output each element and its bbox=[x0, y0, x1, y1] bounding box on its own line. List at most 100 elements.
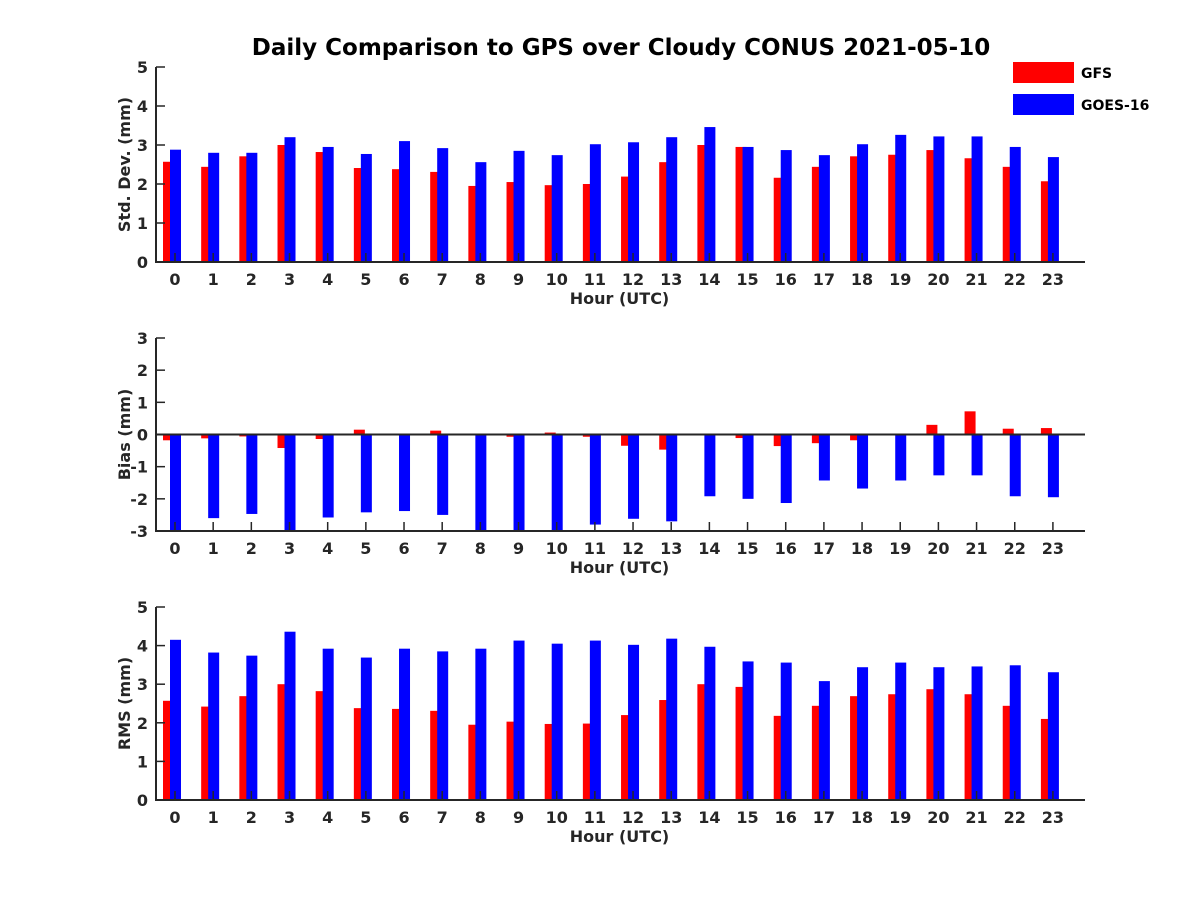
bar-goes-16-hour-6 bbox=[399, 648, 411, 800]
x-tick-label: 12 bbox=[622, 539, 644, 558]
x-tick-label: 2 bbox=[246, 539, 257, 558]
bar-goes-16-hour-13 bbox=[666, 434, 678, 522]
y-tick-label: 5 bbox=[137, 58, 148, 77]
bar-goes-16-hour-20 bbox=[933, 667, 945, 800]
bar-goes-16-hour-5 bbox=[360, 434, 372, 513]
bar-gfs-hour-4 bbox=[315, 691, 327, 800]
bar-goes-16-hour-13 bbox=[666, 638, 678, 800]
x-tick-label: 6 bbox=[398, 270, 409, 289]
x-tick-label: 23 bbox=[1042, 808, 1064, 827]
bar-gfs-hour-22 bbox=[1002, 705, 1014, 800]
x-tick-label: 21 bbox=[965, 539, 987, 558]
bar-gfs-hour-5 bbox=[353, 429, 365, 435]
bar-gfs-hour-16 bbox=[773, 434, 785, 447]
bar-gfs-hour-4 bbox=[315, 152, 327, 262]
bar-goes-16-hour-7 bbox=[437, 148, 449, 262]
bar-gfs-hour-9 bbox=[506, 434, 518, 437]
x-tick-label: 15 bbox=[736, 539, 758, 558]
x-axis-label: Hour (UTC) bbox=[570, 827, 670, 846]
x-tick-label: 10 bbox=[546, 539, 568, 558]
bar-goes-16-hour-13 bbox=[666, 137, 678, 262]
x-tick-label: 1 bbox=[208, 270, 219, 289]
bar-goes-16-hour-16 bbox=[780, 662, 792, 800]
x-tick-label: 14 bbox=[698, 539, 720, 558]
bar-goes-16-hour-14 bbox=[704, 646, 716, 800]
bar-goes-16-hour-7 bbox=[437, 651, 449, 800]
x-tick-label: 8 bbox=[475, 808, 486, 827]
bar-goes-16-hour-8 bbox=[475, 434, 487, 531]
x-tick-label: 0 bbox=[169, 808, 180, 827]
bar-gfs-hour-16 bbox=[773, 177, 785, 262]
x-tick-label: 9 bbox=[513, 808, 524, 827]
bar-goes-16-hour-23 bbox=[1047, 672, 1059, 800]
bar-gfs-hour-17 bbox=[811, 166, 823, 262]
bar-gfs-hour-14 bbox=[697, 145, 709, 262]
bar-goes-16-hour-1 bbox=[208, 652, 220, 800]
legend-label-gfs: GFS bbox=[1081, 66, 1112, 82]
bar-goes-16-hour-6 bbox=[399, 141, 411, 262]
bar-gfs-hour-3 bbox=[277, 684, 289, 800]
x-tick-label: 20 bbox=[927, 539, 949, 558]
bar-gfs-hour-11 bbox=[582, 184, 594, 262]
bar-goes-16-hour-17 bbox=[818, 155, 830, 262]
bar-goes-16-hour-9 bbox=[513, 150, 525, 262]
y-tick-label: 0 bbox=[137, 791, 148, 810]
x-tick-label: 20 bbox=[927, 270, 949, 289]
bar-goes-16-hour-2 bbox=[246, 434, 258, 514]
bar-goes-16-hour-4 bbox=[322, 434, 334, 518]
x-tick-label: 19 bbox=[889, 808, 911, 827]
y-tick-label: 3 bbox=[137, 136, 148, 155]
bar-goes-16-hour-18 bbox=[857, 667, 869, 800]
x-tick-label: 5 bbox=[360, 270, 371, 289]
bar-gfs-hour-21 bbox=[964, 694, 976, 800]
x-tick-label: 6 bbox=[398, 808, 409, 827]
bar-goes-16-hour-5 bbox=[360, 657, 372, 800]
bar-goes-16-hour-17 bbox=[818, 434, 830, 481]
x-tick-label: 14 bbox=[698, 270, 720, 289]
x-tick-label: 23 bbox=[1042, 539, 1064, 558]
x-tick-label: 22 bbox=[1004, 808, 1026, 827]
bar-goes-16-hour-20 bbox=[933, 136, 945, 262]
x-tick-label: 7 bbox=[437, 808, 448, 827]
bar-gfs-hour-21 bbox=[964, 158, 976, 262]
bar-gfs-hour-14 bbox=[697, 684, 709, 800]
x-tick-label: 11 bbox=[584, 808, 606, 827]
bar-gfs-hour-20 bbox=[926, 424, 938, 435]
bar-gfs-hour-23 bbox=[1040, 718, 1052, 800]
bar-gfs-hour-6 bbox=[392, 708, 404, 800]
x-tick-label: 15 bbox=[736, 808, 758, 827]
bar-goes-16-hour-11 bbox=[589, 144, 601, 262]
bar-gfs-hour-2 bbox=[239, 696, 251, 800]
x-tick-label: 22 bbox=[1004, 270, 1026, 289]
bar-gfs-hour-12 bbox=[621, 176, 633, 262]
bar-goes-16-hour-15 bbox=[742, 146, 754, 262]
x-axis-label: Hour (UTC) bbox=[570, 289, 670, 308]
x-tick-label: 15 bbox=[736, 270, 758, 289]
legend: GFS GOES-16 bbox=[1013, 62, 1149, 115]
x-tick-label: 18 bbox=[851, 808, 873, 827]
y-tick-label: 1 bbox=[137, 214, 148, 233]
y-axis-label: RMS (mm) bbox=[115, 657, 134, 750]
bar-goes-16-hour-18 bbox=[857, 144, 869, 262]
bar-goes-16-hour-22 bbox=[1009, 434, 1021, 497]
bar-goes-16-hour-19 bbox=[895, 134, 907, 262]
x-tick-label: 19 bbox=[889, 539, 911, 558]
x-tick-label: 1 bbox=[208, 808, 219, 827]
x-tick-label: 0 bbox=[169, 539, 180, 558]
x-tick-label: 18 bbox=[851, 539, 873, 558]
bar-gfs-hour-21 bbox=[964, 411, 976, 435]
legend-swatch-goes-16 bbox=[1013, 94, 1074, 115]
bar-goes-16-hour-0 bbox=[170, 639, 181, 800]
x-tick-label: 3 bbox=[284, 808, 295, 827]
bar-gfs-hour-13 bbox=[659, 434, 671, 450]
bar-goes-16-hour-1 bbox=[208, 434, 220, 519]
bar-gfs-hour-16 bbox=[773, 715, 785, 800]
bar-gfs-hour-7 bbox=[430, 430, 442, 435]
bar-goes-16-hour-20 bbox=[933, 434, 945, 476]
x-tick-label: 23 bbox=[1042, 270, 1064, 289]
